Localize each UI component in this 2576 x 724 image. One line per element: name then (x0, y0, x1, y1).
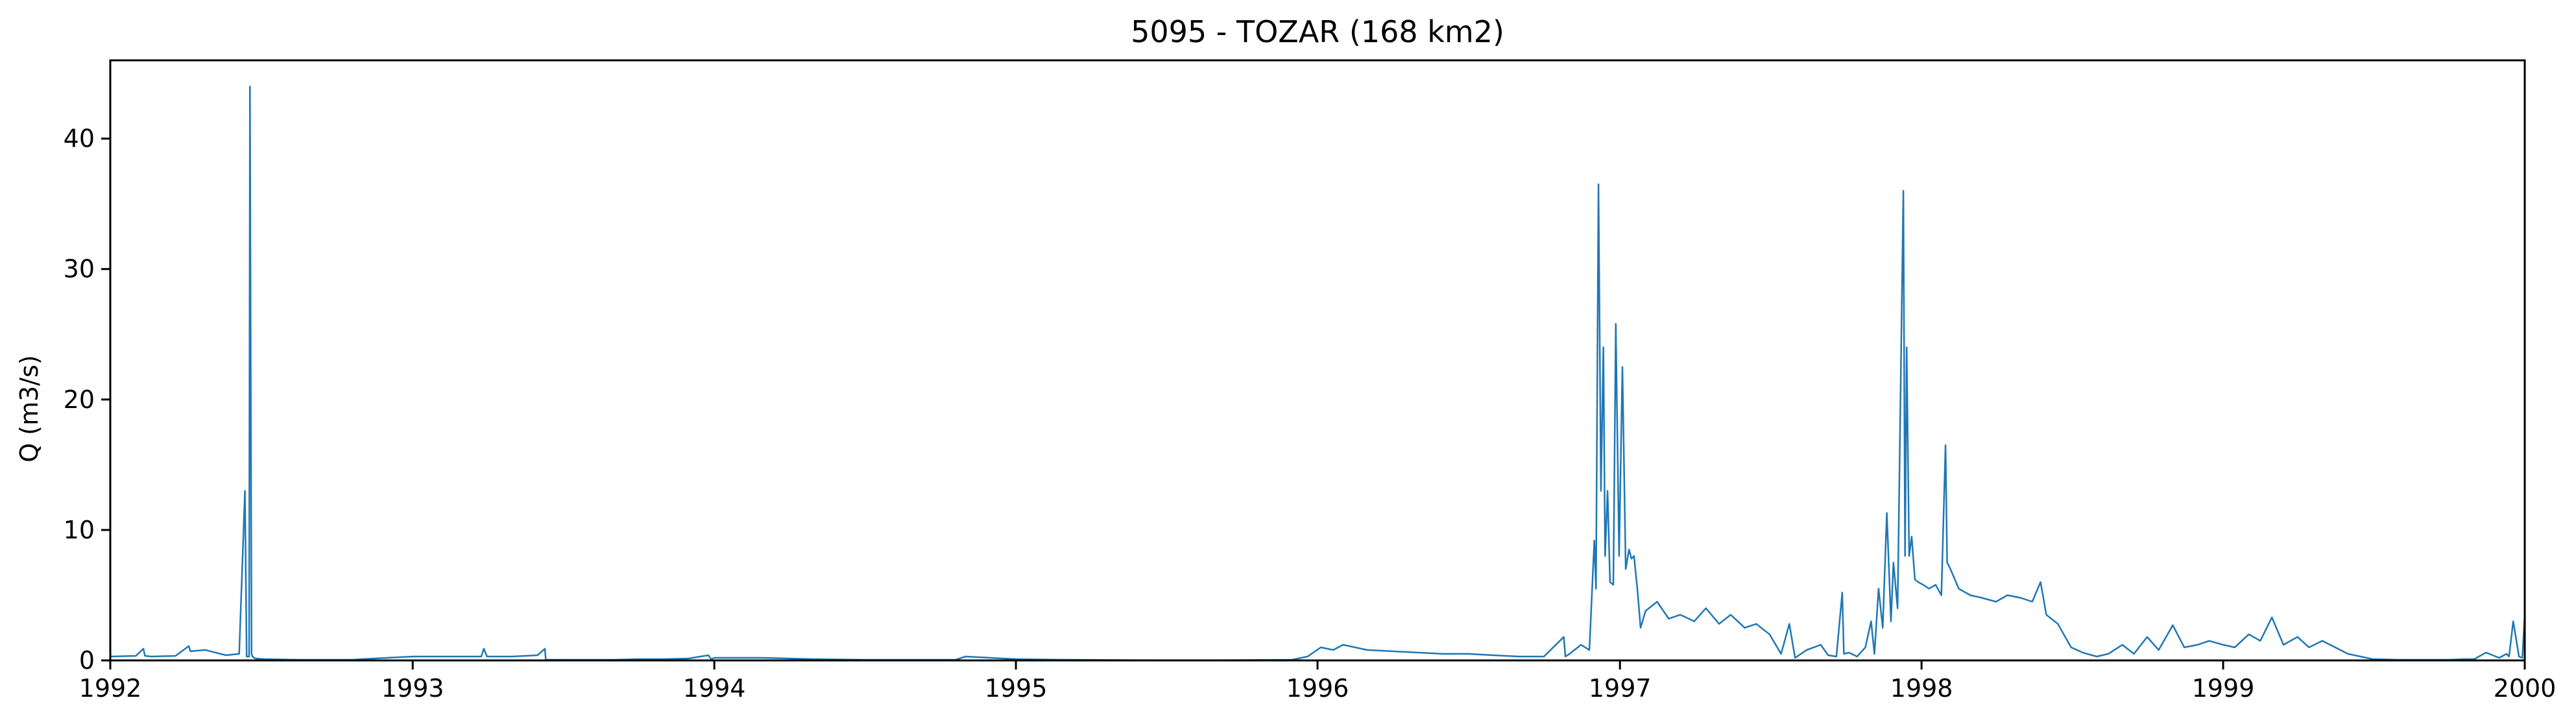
x-tick-label: 1997 (1589, 674, 1652, 703)
series-line-0 (110, 85, 2526, 661)
x-tick-label: 1992 (79, 674, 142, 703)
y-tick-label: 40 (64, 125, 95, 153)
x-tick-label: 1998 (1890, 674, 1953, 703)
plot-frame (109, 59, 2526, 662)
y-tick-label: 20 (64, 385, 95, 414)
plot-area (110, 85, 2526, 661)
y-tick-label: 10 (64, 516, 95, 544)
x-tick-label: 1999 (2192, 674, 2255, 703)
y-axis-label: Q (m3/s) (15, 355, 43, 462)
y-tick-label: 0 (79, 646, 95, 675)
x-tick-label: 1996 (1286, 674, 1349, 703)
y-axis-ticks: 0 10 20 30 40 (64, 125, 110, 675)
x-tick-label: 1995 (985, 674, 1048, 703)
y-tick-label: 30 (64, 255, 95, 284)
x-axis-ticks: 1992 1993 1994 1995 1996 1997 1998 1999 2000 (79, 660, 2557, 703)
x-tick-label: 2000 (2494, 674, 2557, 703)
x-tick-label: 1993 (381, 674, 444, 703)
chart-title: 5095 - TOZAR (168 km2) (1131, 14, 1504, 49)
x-tick-label: 1994 (683, 674, 746, 703)
